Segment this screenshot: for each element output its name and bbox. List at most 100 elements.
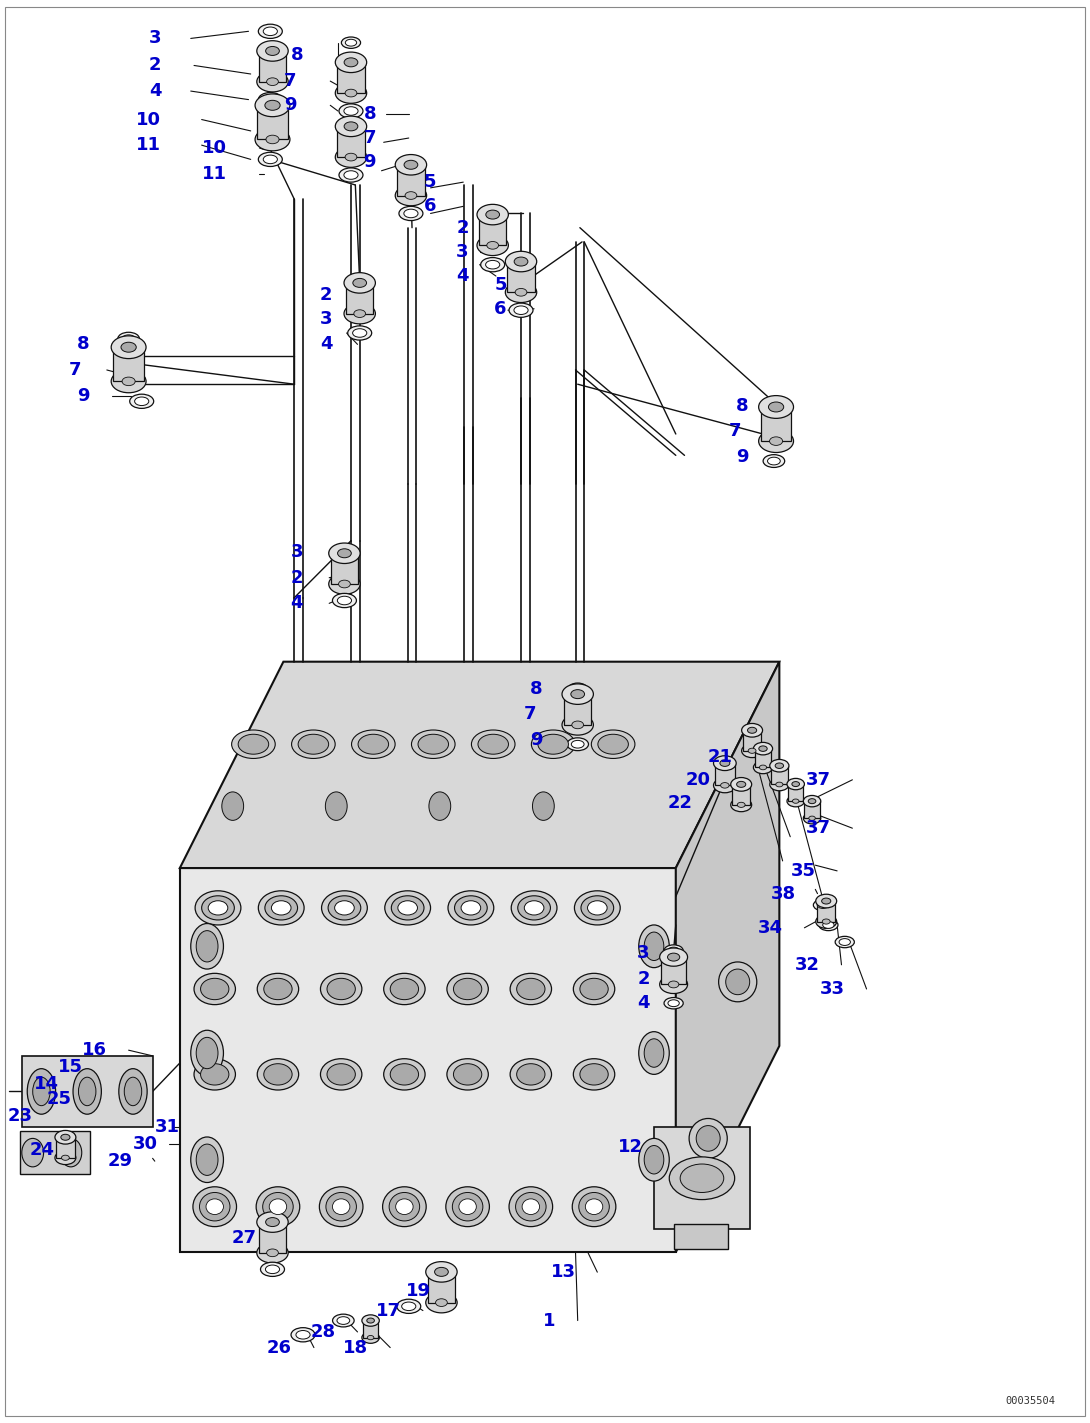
Bar	[771, 766, 788, 784]
Ellipse shape	[585, 1198, 603, 1215]
Ellipse shape	[809, 817, 815, 820]
Ellipse shape	[111, 370, 146, 393]
Ellipse shape	[664, 945, 683, 956]
Ellipse shape	[538, 734, 569, 754]
Bar	[818, 901, 835, 922]
Bar	[337, 63, 365, 92]
Ellipse shape	[194, 973, 235, 1005]
Bar	[761, 407, 791, 441]
Ellipse shape	[362, 1332, 379, 1343]
Ellipse shape	[453, 1063, 482, 1084]
Ellipse shape	[338, 596, 351, 605]
Ellipse shape	[267, 78, 278, 85]
Text: 3: 3	[149, 30, 161, 47]
Ellipse shape	[714, 778, 736, 793]
Ellipse shape	[257, 41, 288, 61]
Ellipse shape	[191, 1137, 223, 1183]
Text: 16: 16	[82, 1042, 107, 1059]
Ellipse shape	[787, 778, 804, 790]
Text: 28: 28	[311, 1323, 336, 1340]
Bar	[507, 262, 535, 292]
Text: 9: 9	[737, 448, 749, 465]
Bar	[258, 51, 287, 81]
Ellipse shape	[196, 931, 218, 962]
Ellipse shape	[689, 1118, 727, 1158]
Ellipse shape	[435, 1268, 448, 1276]
Text: 00035504: 00035504	[1005, 1396, 1055, 1406]
Ellipse shape	[818, 902, 828, 908]
Ellipse shape	[264, 979, 292, 999]
Ellipse shape	[344, 303, 375, 324]
Ellipse shape	[329, 573, 360, 595]
Text: 2: 2	[320, 286, 332, 303]
Bar	[330, 554, 359, 583]
Ellipse shape	[669, 1157, 735, 1200]
Text: 6: 6	[424, 198, 436, 215]
Ellipse shape	[667, 953, 680, 961]
Text: 3: 3	[291, 544, 303, 561]
Ellipse shape	[122, 334, 135, 343]
Ellipse shape	[201, 1063, 229, 1084]
Ellipse shape	[479, 734, 508, 754]
Ellipse shape	[753, 743, 773, 754]
Ellipse shape	[404, 161, 417, 169]
Ellipse shape	[346, 40, 356, 46]
Ellipse shape	[760, 766, 766, 770]
Ellipse shape	[124, 1077, 142, 1106]
Text: 7: 7	[70, 361, 82, 379]
Text: 21: 21	[707, 748, 732, 766]
Ellipse shape	[787, 795, 804, 807]
Ellipse shape	[668, 948, 679, 953]
Ellipse shape	[514, 306, 529, 314]
Text: 8: 8	[530, 680, 543, 697]
Ellipse shape	[506, 252, 536, 272]
Ellipse shape	[319, 1187, 363, 1227]
Text: 18: 18	[343, 1339, 368, 1356]
Ellipse shape	[362, 1315, 379, 1326]
Ellipse shape	[664, 998, 683, 1009]
Ellipse shape	[405, 192, 416, 199]
Ellipse shape	[819, 919, 838, 931]
Ellipse shape	[352, 730, 396, 758]
Bar	[20, 1131, 90, 1174]
Ellipse shape	[562, 684, 593, 704]
Ellipse shape	[320, 973, 362, 1005]
Ellipse shape	[208, 901, 228, 915]
Text: 5: 5	[495, 276, 507, 293]
Ellipse shape	[191, 924, 223, 969]
Ellipse shape	[448, 891, 494, 925]
Ellipse shape	[477, 205, 508, 225]
Text: 8: 8	[363, 105, 376, 122]
Ellipse shape	[763, 454, 785, 467]
Ellipse shape	[122, 377, 135, 386]
Text: 4: 4	[638, 995, 650, 1012]
Ellipse shape	[680, 1164, 724, 1192]
Text: 2: 2	[638, 970, 650, 988]
Bar	[258, 1222, 287, 1252]
Ellipse shape	[266, 135, 279, 144]
Ellipse shape	[668, 1000, 679, 1006]
Ellipse shape	[813, 899, 833, 911]
Ellipse shape	[384, 973, 425, 1005]
Text: 23: 23	[8, 1107, 33, 1124]
Ellipse shape	[332, 1315, 354, 1326]
Ellipse shape	[644, 1039, 664, 1067]
Ellipse shape	[792, 800, 799, 803]
Ellipse shape	[354, 310, 365, 317]
Ellipse shape	[644, 932, 664, 961]
Ellipse shape	[266, 47, 279, 55]
Circle shape	[533, 791, 555, 820]
Ellipse shape	[60, 1138, 82, 1167]
Circle shape	[222, 791, 244, 820]
Ellipse shape	[402, 1302, 416, 1311]
Ellipse shape	[741, 744, 763, 757]
Ellipse shape	[419, 734, 449, 754]
Ellipse shape	[522, 1198, 540, 1215]
Ellipse shape	[338, 549, 351, 558]
Ellipse shape	[255, 94, 290, 117]
Ellipse shape	[341, 37, 361, 48]
Ellipse shape	[776, 783, 783, 787]
Ellipse shape	[719, 760, 730, 767]
Ellipse shape	[511, 891, 557, 925]
Ellipse shape	[73, 1069, 101, 1114]
